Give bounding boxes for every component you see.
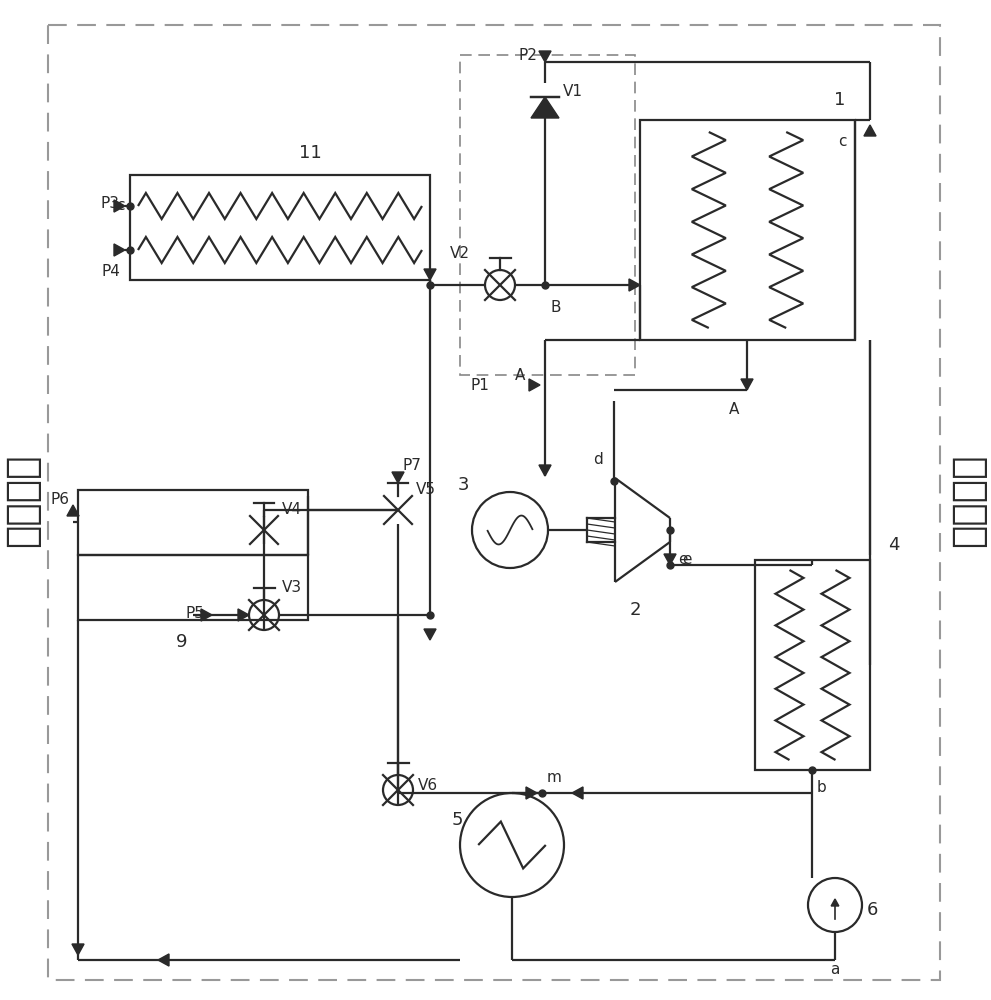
Text: V5: V5 xyxy=(416,483,436,497)
Text: P6: P6 xyxy=(51,492,70,508)
Bar xyxy=(130,175,430,280)
Polygon shape xyxy=(664,554,676,565)
Polygon shape xyxy=(539,51,551,62)
Text: 6: 6 xyxy=(867,901,878,919)
Polygon shape xyxy=(831,899,838,906)
Bar xyxy=(78,555,308,620)
Text: 5: 5 xyxy=(452,811,464,829)
Text: c: c xyxy=(838,134,847,149)
Text: P5: P5 xyxy=(185,605,204,620)
Bar xyxy=(640,120,855,340)
Polygon shape xyxy=(158,954,169,966)
Polygon shape xyxy=(741,379,753,390)
Text: P7: P7 xyxy=(403,458,422,473)
Text: m: m xyxy=(547,770,562,786)
Text: 9: 9 xyxy=(175,633,187,651)
Text: 2: 2 xyxy=(630,601,641,619)
Polygon shape xyxy=(572,787,583,799)
Text: 1: 1 xyxy=(833,91,845,109)
Text: 3: 3 xyxy=(458,476,470,494)
Text: V6: V6 xyxy=(418,778,438,792)
Text: c: c xyxy=(117,198,125,214)
Polygon shape xyxy=(864,125,876,136)
Text: e: e xyxy=(682,552,692,568)
Text: P1: P1 xyxy=(470,377,489,392)
Text: B: B xyxy=(550,300,561,314)
Polygon shape xyxy=(201,609,212,621)
Text: A: A xyxy=(514,367,525,382)
Text: V2: V2 xyxy=(450,245,470,260)
Polygon shape xyxy=(531,97,559,118)
Text: P2: P2 xyxy=(518,47,537,62)
Bar xyxy=(78,490,308,555)
Polygon shape xyxy=(238,609,249,621)
Text: A: A xyxy=(728,402,739,418)
Text: 11: 11 xyxy=(298,144,321,162)
Text: P4: P4 xyxy=(101,264,120,279)
Polygon shape xyxy=(424,269,436,280)
Text: 动力循环: 动力循环 xyxy=(949,453,987,547)
Text: 4: 4 xyxy=(888,536,900,554)
Polygon shape xyxy=(629,279,640,291)
Text: e: e xyxy=(678,552,688,568)
Text: a: a xyxy=(830,962,839,978)
Polygon shape xyxy=(529,379,540,391)
Bar xyxy=(755,560,870,770)
Polygon shape xyxy=(114,200,125,212)
Text: b: b xyxy=(817,780,826,796)
Polygon shape xyxy=(72,944,84,955)
Text: V3: V3 xyxy=(282,580,302,594)
Text: V1: V1 xyxy=(563,85,583,100)
Polygon shape xyxy=(114,244,125,256)
Polygon shape xyxy=(392,472,404,483)
Polygon shape xyxy=(526,787,537,799)
Polygon shape xyxy=(424,629,436,640)
Text: 制冷循环: 制冷循环 xyxy=(3,453,41,547)
Polygon shape xyxy=(539,465,551,476)
Text: V4: V4 xyxy=(282,502,302,518)
Polygon shape xyxy=(67,505,79,516)
Text: d: d xyxy=(593,452,603,468)
Text: P3: P3 xyxy=(101,196,120,212)
